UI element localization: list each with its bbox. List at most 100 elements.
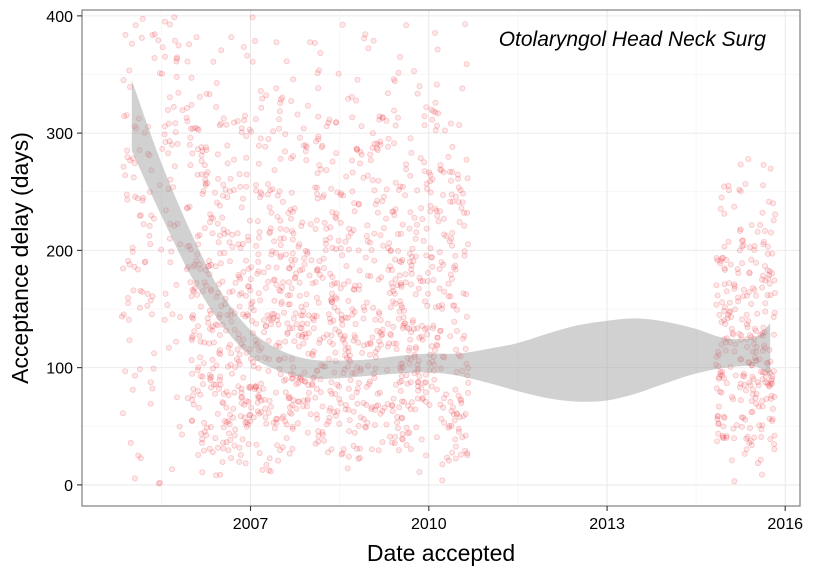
scatter-point <box>238 129 245 136</box>
scatter-point <box>221 230 228 237</box>
scatter-point <box>286 325 293 332</box>
scatter-point <box>137 287 144 294</box>
scatter-point <box>303 291 310 298</box>
scatter-point <box>379 407 386 414</box>
scatter-point <box>751 434 758 441</box>
scatter-point <box>312 440 319 447</box>
scatter-point <box>202 180 209 187</box>
scatter-point <box>243 257 250 264</box>
scatter-point <box>441 127 448 134</box>
scatter-point <box>266 230 273 237</box>
scatter-point <box>232 426 239 433</box>
scatter-point <box>412 291 419 298</box>
scatter-point <box>766 415 773 422</box>
scatter-point <box>270 315 277 322</box>
scatter-point <box>260 317 267 324</box>
scatter-point <box>349 394 356 401</box>
scatter-point <box>753 349 760 356</box>
scatter-point <box>277 155 284 162</box>
scatter-point <box>397 281 404 288</box>
scatter-point <box>343 263 350 270</box>
scatter-point <box>149 385 156 392</box>
scatter-point <box>137 212 144 219</box>
scatter-point <box>356 267 363 274</box>
scatter-point <box>168 466 175 473</box>
scatter-point <box>427 351 434 358</box>
scatter-point <box>433 341 440 348</box>
scatter-point <box>302 142 309 149</box>
scatter-point <box>375 447 382 454</box>
scatter-point <box>309 352 316 359</box>
scatter-point <box>340 192 347 199</box>
scatter-point <box>173 281 180 288</box>
scatter-point <box>207 211 214 218</box>
scatter-point <box>286 265 293 272</box>
scatter-point <box>421 122 428 129</box>
scatter-point <box>232 279 239 286</box>
scatter-point <box>148 167 155 174</box>
scatter-point <box>280 235 287 242</box>
scatter-point <box>346 428 353 435</box>
scatter-point <box>766 370 773 377</box>
scatter-point <box>238 400 245 407</box>
scatter-point <box>421 298 428 305</box>
scatter-point <box>461 332 468 339</box>
scatter-point <box>762 277 769 284</box>
x-axis: 2007 2010 2013 2016 <box>233 506 803 533</box>
scatter-point <box>319 403 326 410</box>
scatter-point <box>357 367 364 374</box>
scatter-point <box>743 336 750 343</box>
scatter-point <box>720 435 727 442</box>
scatter-point <box>438 415 445 422</box>
scatter-point <box>454 411 461 418</box>
scatter-point <box>427 189 434 196</box>
scatter-point <box>394 231 401 238</box>
scatter-point <box>287 206 294 213</box>
scatter-point <box>771 277 778 284</box>
scatter-point <box>454 171 461 178</box>
scatter-point <box>440 395 447 402</box>
scatter-point <box>721 243 728 250</box>
scatter-point <box>276 343 283 350</box>
scatter-point <box>267 468 274 475</box>
scatter-point <box>376 338 383 345</box>
scatter-point <box>390 288 397 295</box>
scatter-point <box>312 225 319 232</box>
scatter-point <box>331 280 338 287</box>
scatter-point <box>306 39 313 46</box>
scatter-point <box>723 434 730 441</box>
scatter-point <box>290 230 297 237</box>
scatter-point <box>189 333 196 340</box>
scatter-point <box>221 249 228 256</box>
scatter-point <box>225 447 232 454</box>
scatter-point <box>237 244 244 251</box>
scatter-point <box>769 405 776 412</box>
scatter-point <box>759 397 766 404</box>
scatter-point <box>328 446 335 453</box>
scatter-point <box>173 394 180 401</box>
scatter-point <box>416 468 423 475</box>
scatter-point <box>271 167 278 174</box>
scatter-point <box>418 384 425 391</box>
scatter-point <box>393 419 400 426</box>
scatter-point <box>162 290 169 297</box>
scatter-point <box>140 194 147 201</box>
scatter-point <box>223 419 230 426</box>
scatter-point <box>719 299 726 306</box>
scatter-point <box>215 175 222 182</box>
scatter-point <box>274 192 281 199</box>
scatter-point <box>303 301 310 308</box>
scatter-point <box>722 266 729 273</box>
scatter-point <box>383 421 390 428</box>
scatter-point <box>465 365 472 372</box>
scatter-point <box>248 404 255 411</box>
scatter-point <box>734 266 741 273</box>
scatter-point <box>390 208 397 215</box>
scatter-point <box>274 213 281 220</box>
scatter-point <box>749 373 756 380</box>
scatter-point <box>461 252 468 259</box>
scatter-point <box>254 340 261 347</box>
scatter-point <box>417 155 424 162</box>
scatter-point <box>288 98 295 105</box>
